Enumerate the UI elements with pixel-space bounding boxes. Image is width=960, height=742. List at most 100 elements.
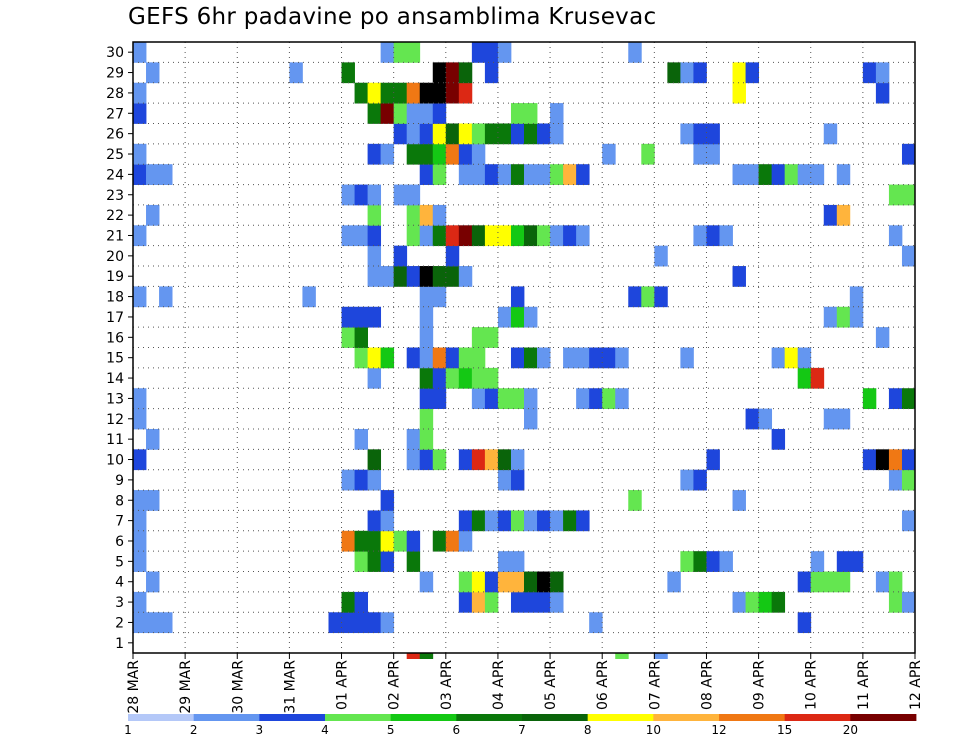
heatmap-cell: [901, 245, 915, 267]
heatmap-cell: [406, 42, 421, 63]
heatmap-cell: [341, 306, 355, 328]
heatmap-cell: [497, 469, 512, 491]
heatmap-cell: [706, 551, 720, 572]
heatmap-cell: [367, 469, 382, 491]
x-tick-label: 29 MAR: [178, 660, 194, 714]
heatmap-cell: [888, 225, 903, 247]
heatmap-cell: [758, 591, 773, 613]
heatmap-cell: [732, 62, 746, 84]
heatmap-cell: [901, 184, 915, 206]
heatmap-cell: [836, 571, 851, 593]
heatmap-cell: [823, 123, 838, 145]
heatmap-cell: [341, 530, 355, 552]
heatmap-cell: [341, 62, 355, 84]
heatmap-cell: [406, 551, 421, 572]
heatmap-cell: [471, 510, 486, 532]
heatmap-cell: [406, 82, 421, 104]
x-tick-label: 07 APR: [647, 660, 663, 710]
heatmap-cell: [510, 510, 525, 532]
legend-swatch: [128, 714, 195, 721]
heatmap-cell: [771, 591, 786, 613]
heatmap-cell: [497, 388, 512, 409]
heatmap-cell: [510, 306, 525, 328]
heatmap-cell: [146, 428, 160, 450]
heatmap-cell: [680, 347, 694, 369]
heatmap-cell: [432, 347, 447, 369]
heatmap-cell: [419, 103, 434, 124]
heatmap-cell: [771, 164, 786, 185]
heatmap-cell: [445, 225, 460, 247]
heatmap-cell: [133, 408, 147, 430]
heatmap-cell: [888, 469, 903, 491]
heatmap-cell: [380, 42, 395, 63]
heatmap-cell: [406, 103, 421, 124]
heatmap-cell: [341, 469, 355, 491]
heatmap-cell: [367, 530, 382, 552]
heatmap-cell: [471, 42, 486, 63]
heatmap-cell: [445, 347, 460, 369]
heatmap-cell: [367, 551, 382, 572]
heatmap-cell: [602, 143, 616, 165]
y-tick-label: 7: [115, 514, 124, 530]
heatmap-cell: [680, 551, 694, 572]
legend-label: 10: [646, 723, 661, 737]
chart-title: GEFS 6hr padavine po ansamblima Krusevac: [128, 4, 657, 30]
heatmap-cell: [706, 225, 720, 247]
heatmap-cell: [810, 551, 825, 572]
heatmap-cell: [915, 144, 928, 165]
x-tick-label: 11 APR: [856, 660, 872, 710]
heatmap-cell: [836, 408, 851, 430]
heatmap-cell: [849, 551, 864, 572]
heatmap-cell: [693, 225, 707, 247]
heatmap-cell: [458, 225, 473, 247]
heatmap-cell: [471, 591, 486, 613]
legend-swatch: [587, 714, 654, 721]
heatmap-cell: [133, 42, 147, 63]
heatmap-cell: [133, 510, 147, 532]
heatmap-cell: [719, 225, 733, 247]
heatmap-cell: [758, 164, 773, 185]
heatmap-cell: [133, 591, 147, 613]
heatmap-cell: [771, 347, 786, 369]
heatmap-cell: [354, 612, 368, 634]
heatmap-cell: [354, 347, 368, 369]
heatmap-cell: [823, 408, 838, 430]
heatmap-cell: [432, 530, 447, 552]
y-tick-label: 2: [115, 615, 124, 631]
legend-swatch: [390, 714, 457, 721]
heatmap-cell: [341, 612, 355, 634]
heatmap-cell: [576, 225, 590, 247]
heatmap-cell: [445, 367, 460, 389]
heatmap-cell: [550, 225, 564, 247]
heatmap-cell: [732, 164, 746, 185]
heatmap-cell: [563, 347, 577, 369]
heatmap-cell: [146, 62, 160, 84]
heatmap-cell: [458, 347, 473, 369]
heatmap-cell: [146, 164, 160, 185]
x-tick-label: 28 MAR: [126, 660, 142, 714]
heatmap-cell: [836, 204, 851, 226]
heatmap-cell: [367, 225, 382, 247]
x-tick-label: 04 APR: [491, 660, 507, 710]
x-tick-label: 08 APR: [699, 660, 715, 710]
heatmap-cell: [419, 367, 434, 389]
heatmap-cell: [732, 266, 746, 287]
heatmap-cell: [484, 327, 499, 348]
heatmap-cell: [146, 571, 160, 593]
heatmap-cell: [419, 327, 434, 348]
heatmap-cell: [133, 286, 147, 308]
heatmap-cell: [406, 530, 421, 552]
heatmap-cell: [458, 591, 473, 613]
y-tick-label: 16: [106, 330, 124, 346]
heatmap-cell: [432, 367, 447, 389]
heatmap-cell: [458, 164, 473, 185]
heatmap-cell: [354, 551, 368, 572]
heatmap-cell: [510, 591, 525, 613]
heatmap-cell: [576, 510, 590, 532]
heatmap-cell: [576, 164, 590, 185]
heatmap-cell: [419, 82, 434, 104]
heatmap-cell: [432, 225, 447, 247]
heatmap-cell: [510, 347, 525, 369]
heatmap-cell: [797, 571, 812, 593]
